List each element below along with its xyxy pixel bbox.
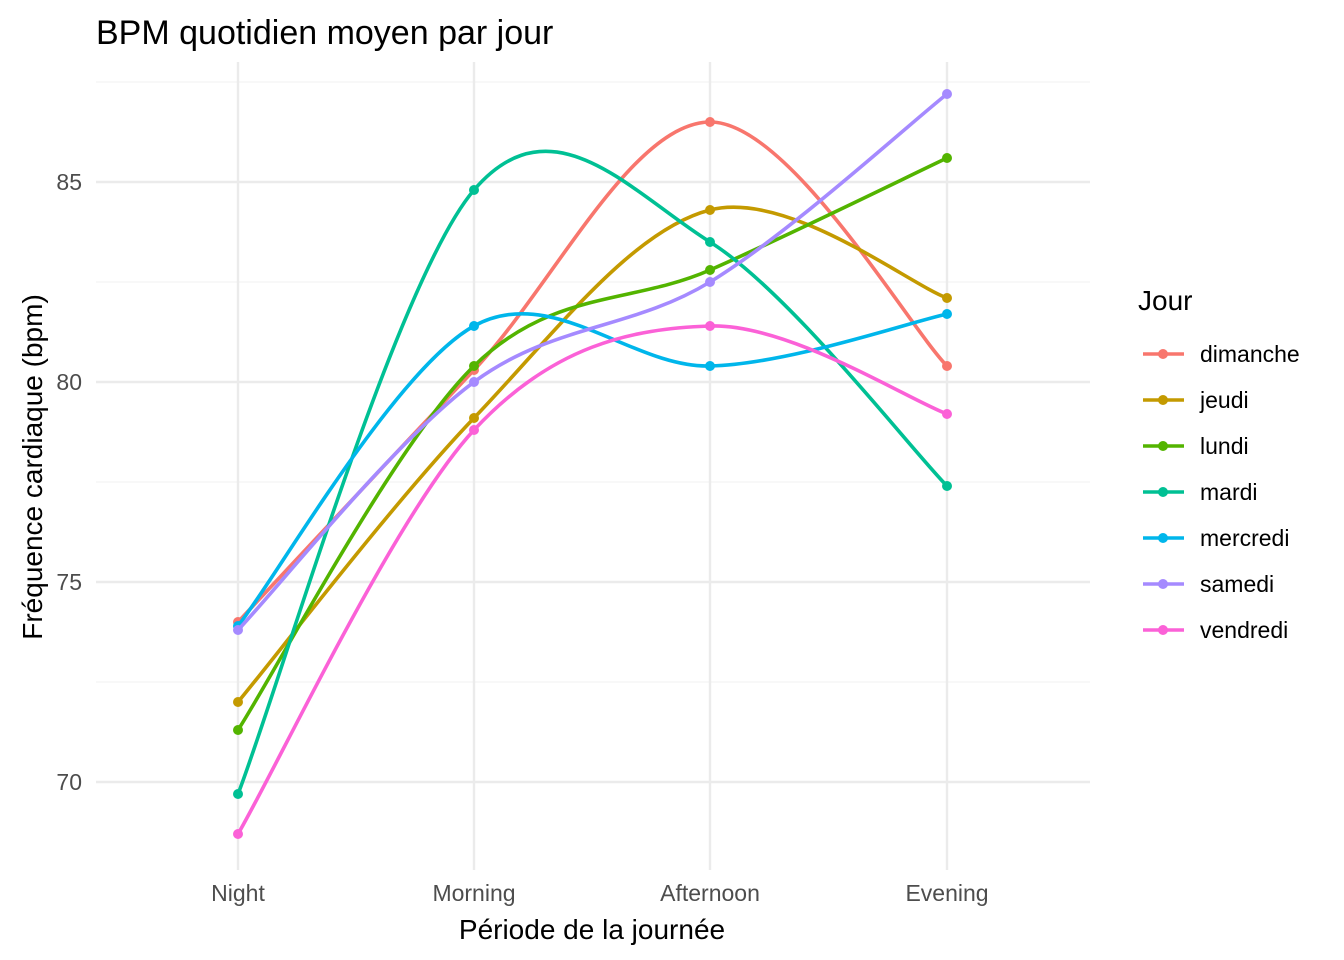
series-line-mercredi xyxy=(236,312,949,628)
data-point-vendredi xyxy=(942,409,952,419)
data-point-dimanche xyxy=(705,117,715,127)
data-point-mercredi xyxy=(705,361,715,371)
data-point-vendredi xyxy=(705,321,715,331)
y-axis: 70 75 80 85 xyxy=(56,169,82,795)
legend-key-point xyxy=(1158,533,1168,543)
x-tick-label: Night xyxy=(211,880,265,906)
x-axis-title: Période de la journée xyxy=(459,914,725,945)
data-point-mardi xyxy=(705,237,715,247)
data-point-lundi xyxy=(942,153,952,163)
data-point-jeudi xyxy=(469,413,479,423)
x-tick-label: Morning xyxy=(432,880,515,906)
series-line-vendredi xyxy=(236,324,949,836)
x-axis: Night Morning Afternoon Evening xyxy=(211,880,988,906)
series-line-lundi xyxy=(236,156,949,732)
data-point-vendredi xyxy=(469,425,479,435)
data-point-dimanche xyxy=(942,361,952,371)
legend-label: jeudi xyxy=(1199,387,1249,413)
series-line-jeudi xyxy=(236,205,949,704)
grid xyxy=(96,62,1090,870)
y-tick-label: 75 xyxy=(56,569,82,595)
legend-key-point xyxy=(1158,395,1168,405)
data-point-lundi xyxy=(469,361,479,371)
legend-key-point xyxy=(1158,349,1168,359)
data-point-samedi xyxy=(469,377,479,387)
y-tick-label: 80 xyxy=(56,369,82,395)
data-point-mardi xyxy=(233,789,243,799)
legend-label: mardi xyxy=(1200,479,1258,505)
data-point-lundi xyxy=(705,265,715,275)
data-point-mardi xyxy=(469,185,479,195)
legend-key-point xyxy=(1158,441,1168,451)
data-point-mardi xyxy=(942,481,952,491)
chart-title: BPM quotidien moyen par jour xyxy=(96,14,553,52)
legend-label: samedi xyxy=(1200,571,1274,597)
x-tick-label: Afternoon xyxy=(660,880,760,906)
legend-title: Jour xyxy=(1138,285,1192,316)
data-point-lundi xyxy=(233,725,243,735)
legend: Jour dimanche jeudi lundi mardi mercredi same… xyxy=(1138,285,1300,643)
data-point-jeudi xyxy=(705,205,715,215)
series-layer xyxy=(233,89,952,839)
legend-key-point xyxy=(1158,625,1168,635)
data-point-samedi xyxy=(705,277,715,287)
data-point-samedi xyxy=(942,89,952,99)
legend-label: mercredi xyxy=(1200,525,1289,551)
y-axis-title: Fréquence cardiaque (bpm) xyxy=(17,294,48,640)
legend-key-point xyxy=(1158,579,1168,589)
legend-label: vendredi xyxy=(1200,617,1288,643)
series-line-mardi xyxy=(236,149,949,796)
x-tick-label: Evening xyxy=(905,880,988,906)
data-point-mercredi xyxy=(469,321,479,331)
data-point-jeudi xyxy=(942,293,952,303)
y-tick-label: 70 xyxy=(56,769,82,795)
data-point-vendredi xyxy=(233,829,243,839)
data-point-mercredi xyxy=(942,309,952,319)
legend-label: dimanche xyxy=(1200,341,1300,367)
legend-key-point xyxy=(1158,487,1168,497)
y-tick-label: 85 xyxy=(56,169,82,195)
legend-label: lundi xyxy=(1200,433,1249,459)
series-line-samedi xyxy=(236,92,949,632)
data-point-jeudi xyxy=(233,697,243,707)
data-point-samedi xyxy=(233,625,243,635)
